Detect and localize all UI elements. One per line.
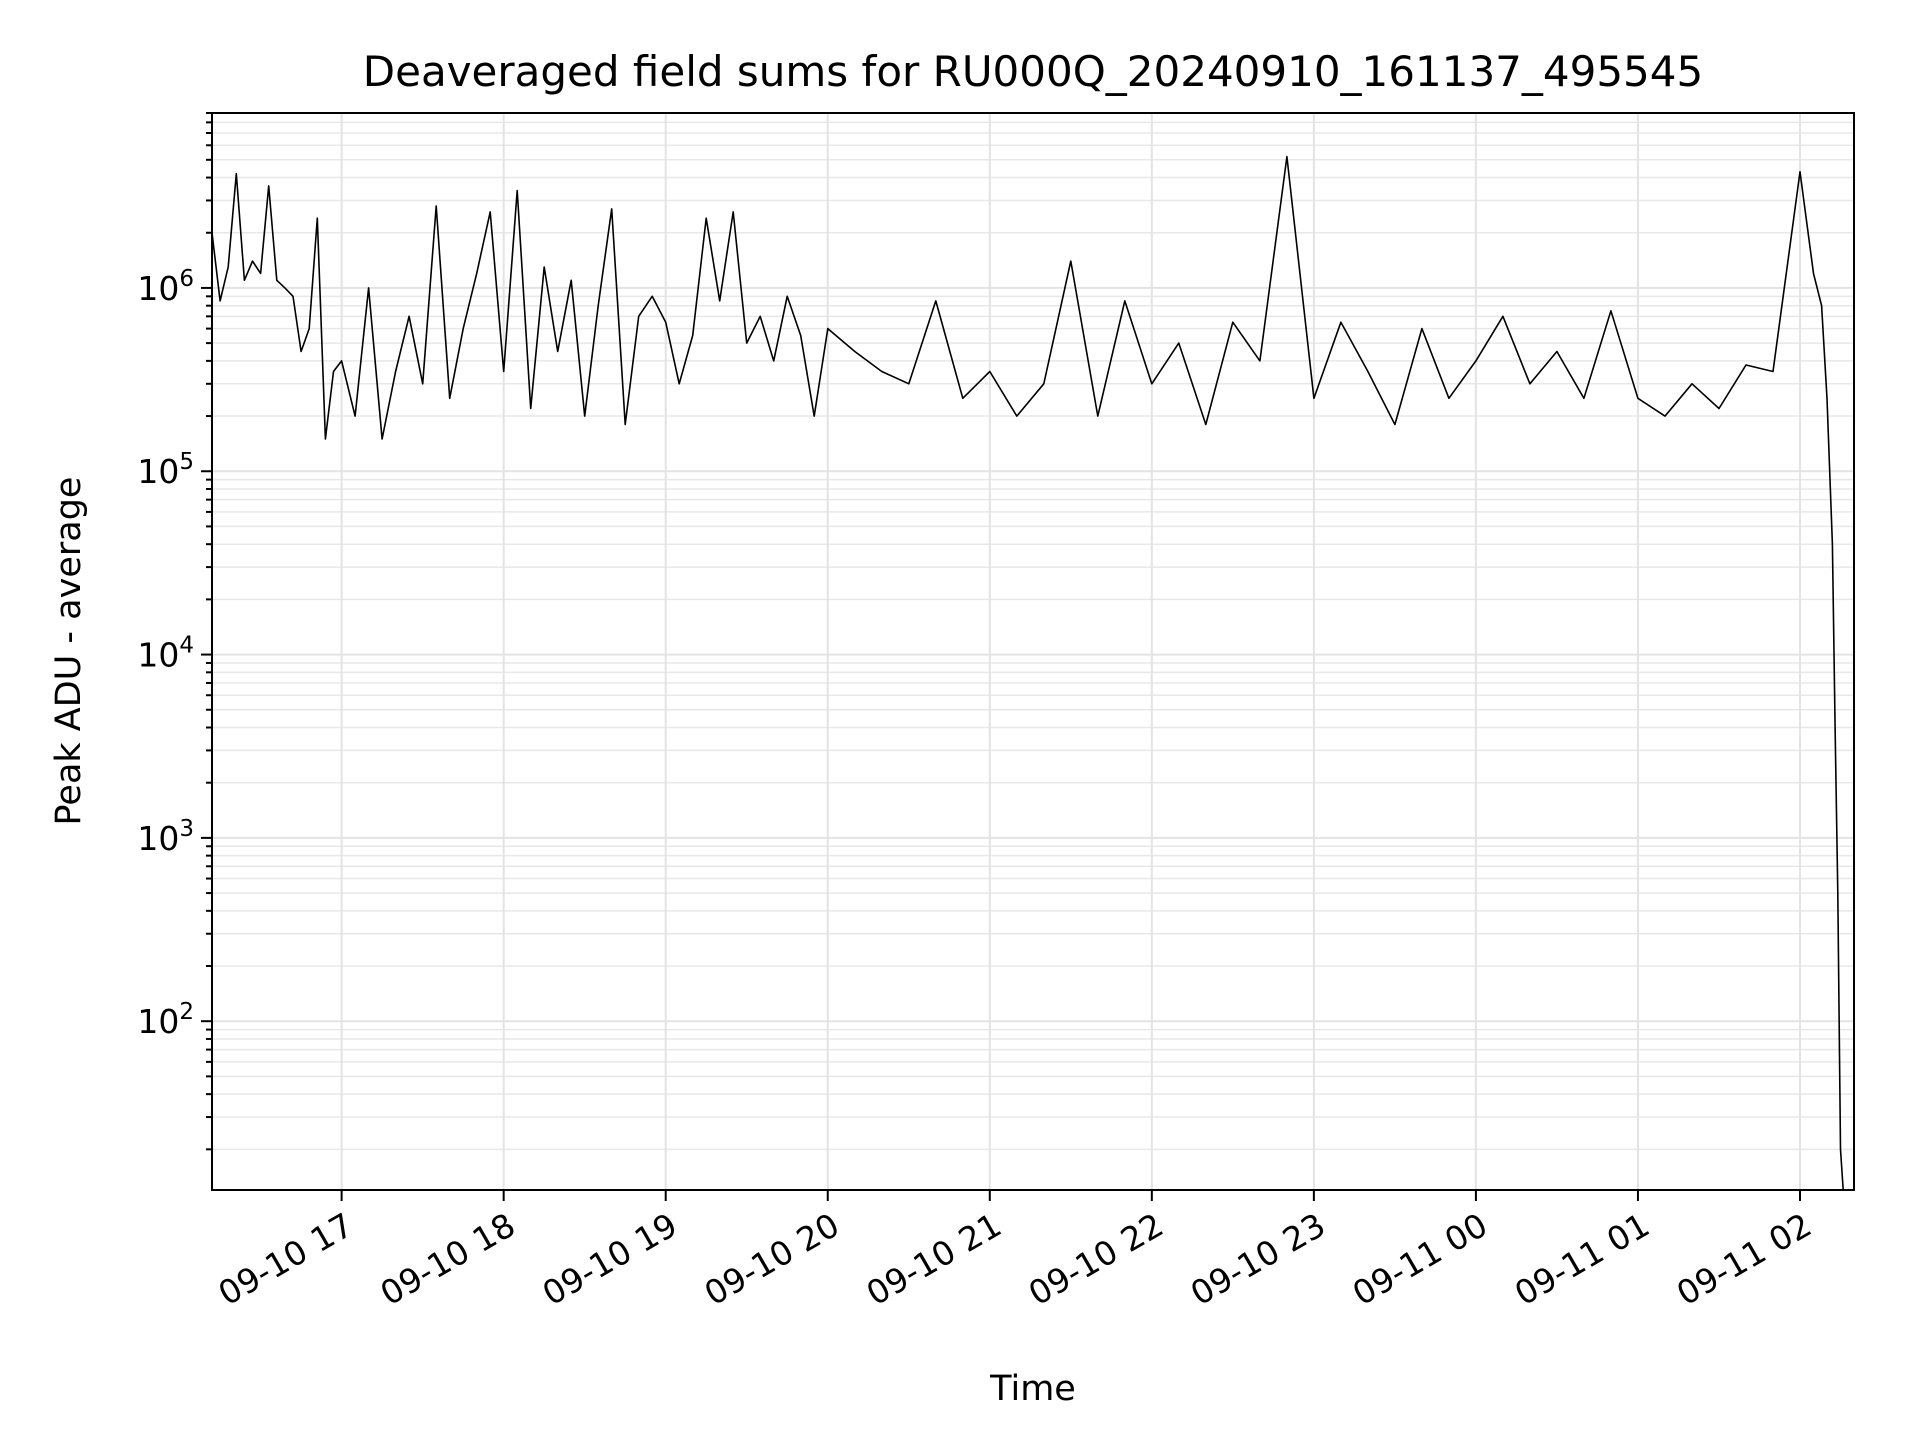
y-tick-label: 103: [137, 816, 194, 858]
y-tick-label-exponent: 6: [179, 266, 194, 292]
plot-area: [211, 155, 1844, 1191]
y-tick-label: 106: [137, 266, 194, 308]
y-tick-label: 104: [137, 633, 194, 675]
chart-title: Deaveraged field sums for RU000Q_2024091…: [363, 47, 1703, 96]
y-tick-label: 105: [137, 449, 194, 491]
y-tick-label-base: 10: [137, 636, 179, 675]
y-tick-label: 102: [137, 999, 194, 1041]
y-axis-label: Peak ADU - average: [49, 477, 89, 826]
y-tick-label-base: 10: [137, 1002, 179, 1041]
grid: [212, 112, 1854, 1190]
y-tick-label-base: 10: [137, 452, 179, 491]
y-tick-label-base: 10: [137, 269, 179, 308]
y-tick-label-exponent: 5: [179, 449, 194, 475]
plot-frame: [211, 112, 1855, 1191]
y-tick-label-exponent: 4: [179, 633, 194, 659]
x-axis-label: Time: [989, 1369, 1076, 1409]
y-tick-label-exponent: 2: [179, 999, 194, 1025]
series-line: [211, 155, 1844, 1191]
y-tick-label-exponent: 3: [179, 816, 194, 842]
y-tick-label-base: 10: [137, 819, 179, 858]
